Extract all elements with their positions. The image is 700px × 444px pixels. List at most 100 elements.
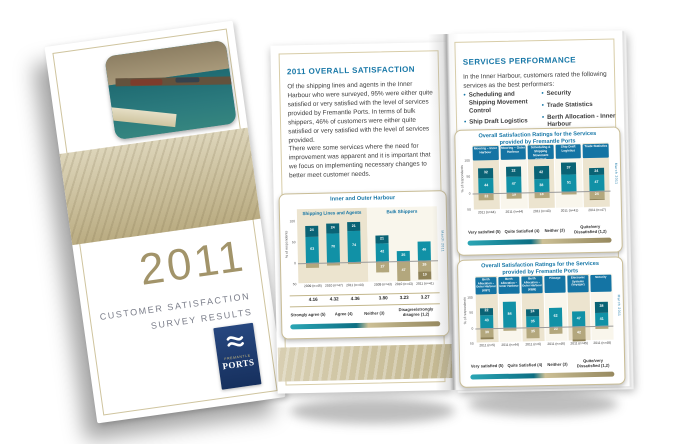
fremantle-ports-logo: FREMANTLE PORTS xyxy=(213,322,262,390)
bar-value-label: 18 xyxy=(539,192,544,197)
bar-value-label: 19 xyxy=(422,272,427,277)
mean-value: 4.36 xyxy=(350,295,360,302)
bar-segment: 44 xyxy=(478,178,494,194)
bar-value-label: 70 xyxy=(331,244,336,249)
y-axis-tick: 0 xyxy=(468,191,471,196)
bar-value-label: 41 xyxy=(599,316,604,321)
y-axis-tick: 50 xyxy=(292,281,297,286)
bullet-item: Trade Statistics xyxy=(542,100,616,109)
y-axis-tick: 100 xyxy=(467,295,473,300)
bar-value-label: 26 xyxy=(422,262,427,268)
bar-segment: 24 xyxy=(588,167,604,176)
bullet-text: Trade Statistics xyxy=(546,100,593,109)
chart-column-header: Ship Draft Logistics xyxy=(555,144,582,159)
y-axis-tick: 0 xyxy=(294,260,297,265)
services-satisfaction-chart-2: Overall Satisfaction Ratings for the Ser… xyxy=(456,256,626,388)
bar-segment: 42 xyxy=(572,326,586,340)
bar-segment: 24 xyxy=(525,308,540,317)
page-left: 2011 OVERALL SATISFACTION Of the shippin… xyxy=(270,42,454,394)
chart-plot-area: Berth Allocation – Outer Harbour (KBT) 43… xyxy=(467,273,614,357)
mean-value: 3.80 xyxy=(378,295,388,301)
bar-value-label: 47 xyxy=(511,181,516,186)
y-axis-tick: 50 xyxy=(466,174,471,179)
chart-plot-area: Mooring – Inner Harbour 44 32 22 2011 (n=44)… xyxy=(464,142,612,224)
left-page-paragraph-2: There were some services where the need … xyxy=(288,142,431,180)
right-page-floor-shadow xyxy=(468,392,618,416)
bar-value-label: 32 xyxy=(483,170,488,175)
open-brochure-spread: 2011 OVERALL SATISFACTION Of the shippin… xyxy=(268,26,632,403)
bar-segment: 32 xyxy=(478,167,494,179)
bar-segment: 24 xyxy=(305,226,319,237)
bar-value-label: 35 xyxy=(530,329,536,334)
x-axis-label: 2011 (n=48) xyxy=(593,340,612,346)
bar-segment: 19 xyxy=(418,271,432,280)
x-axis-label: 2009 (n=45) xyxy=(303,283,322,289)
brochure-cover: 2011 CUSTOMER SATISFACTION SURVEY RESULT… xyxy=(44,20,286,424)
bar-value-label: 30 xyxy=(484,329,489,334)
bullet-item: Scheduling and Shipping Movement Control xyxy=(463,90,535,115)
bar-value-label: 21 xyxy=(379,236,385,241)
bar-segment: 41 xyxy=(595,312,609,326)
y-axis-tick: 50 xyxy=(467,207,471,212)
mean-value: 4.32 xyxy=(329,296,339,302)
bar-value-label: 27 xyxy=(380,264,385,269)
bar-value-label: 47 xyxy=(401,267,406,272)
bar-value-label: 24 xyxy=(594,168,599,173)
bar-value-label: 42 xyxy=(539,169,544,174)
chart-side-note: March 2011 xyxy=(616,294,622,317)
bar-value-label: 42 xyxy=(576,329,582,334)
x-axis-label: 2011 (n=44) xyxy=(501,342,520,347)
x-axis-label: 2011 (n=45) xyxy=(570,341,589,346)
bar-value-label: 35 xyxy=(530,318,535,323)
bar-value-label: 32 xyxy=(511,168,516,173)
bar-segment: 38 xyxy=(533,179,550,193)
legend-item: Very satisfied (5) xyxy=(468,228,501,235)
bar-value-label: 22 xyxy=(484,308,489,313)
bar-segment: 37 xyxy=(561,162,577,175)
y-axis-tick: 50 xyxy=(469,310,474,315)
bar-segment: 22 xyxy=(479,307,494,316)
bar-value-label: 42 xyxy=(380,249,385,254)
chart-column-header: Scheduling & Shipping Movement Control xyxy=(527,144,554,160)
legend-gradient-bar xyxy=(470,371,615,380)
bullet-text: Security xyxy=(546,89,572,97)
bar-value-label: 37 xyxy=(566,165,571,170)
x-axis-label: 2010 (n=43) xyxy=(394,281,413,287)
chart-column-header: Pilotage xyxy=(544,275,566,294)
chart-column-header: Security xyxy=(590,274,612,293)
bar-value-label: 22 xyxy=(484,193,489,198)
bullet-item: Security xyxy=(541,89,615,98)
bar-value-label: 62 xyxy=(553,314,558,319)
chart-column-header: Trade Statistics xyxy=(582,143,609,159)
bar-segment: 25 xyxy=(396,250,410,262)
bullet-text: Ship Draft Logistics xyxy=(469,117,528,126)
x-axis-label: 2011 (n=44) xyxy=(346,282,364,288)
bar-value-label: 24 xyxy=(330,224,335,230)
x-axis-label: 2011 (n=47) xyxy=(588,207,606,213)
bar-segment: 46 xyxy=(417,241,431,261)
bar-value-label: 74 xyxy=(352,243,357,248)
photo-ship xyxy=(130,78,163,86)
y-axis-tick: 0 xyxy=(471,326,474,331)
bar-segment: 74 xyxy=(347,230,361,263)
bar-value-label: 21 xyxy=(351,223,356,228)
x-axis-label: 2011 (n=6) xyxy=(525,342,542,347)
y-axis-tick: 50 xyxy=(469,341,474,346)
y-axis-tick: 100 xyxy=(289,218,296,223)
bar-value-label: 44 xyxy=(484,182,489,187)
x-axis-label: 2011 (n=44) xyxy=(505,209,524,214)
mean-value: 4.16 xyxy=(308,296,318,302)
chart-side-note: March 2011 xyxy=(440,230,445,253)
chart-column-header: Electronic Systems (Voyager) xyxy=(567,275,589,293)
chart-title: Inner and Outer Harbour xyxy=(330,195,396,203)
x-axis-label: 2009 (n=43) xyxy=(373,282,392,287)
legend-item: Quite Satisfied (4) xyxy=(507,361,543,368)
bar-value-label: 22 xyxy=(553,327,558,332)
page-right: SERVICES PERFORMANCE In the Inner Harbou… xyxy=(446,30,630,390)
legend-item: Agree (4) xyxy=(334,310,353,317)
bar-value-label: 43 xyxy=(484,318,489,323)
bar-value-label: 47 xyxy=(594,180,599,185)
y-axis-title: % of respondents xyxy=(284,230,289,259)
bar-segment: 47 xyxy=(396,260,411,281)
